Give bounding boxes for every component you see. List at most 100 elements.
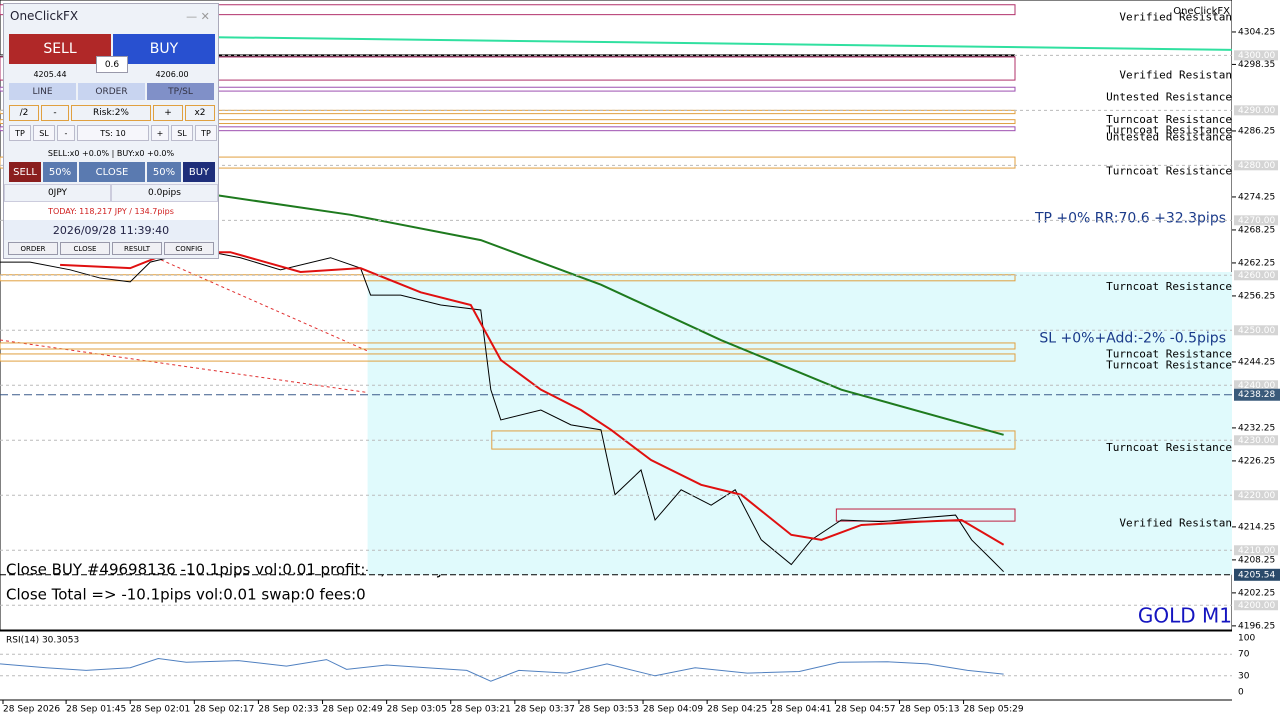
y-tick-label: 4244.25 [1238,357,1275,367]
tab[interactable]: ORDER [78,83,145,100]
level-tag-label: 4240.00 [1238,381,1275,391]
trade-line [0,339,491,411]
footer-button[interactable]: RESULT [112,242,162,255]
level-tag-label: 4210.00 [1238,546,1275,556]
buy-button[interactable]: BUY [113,34,215,64]
tab[interactable]: TP/SL [147,83,214,100]
footer-button[interactable]: ORDER [8,242,58,255]
close-button[interactable]: 50% [147,162,181,182]
stop-button[interactable]: TS: 10 [77,125,149,141]
rsi-tick-label: 0 [1238,688,1244,698]
y-tick-label: 4286.25 [1238,126,1275,136]
x-tick-label: 28 Sep 02:33 [258,705,318,715]
window-controls[interactable]: — ✕ [186,9,210,23]
sr-zone [0,4,1016,16]
level-tag-label: 4230.00 [1238,436,1275,446]
stop-button[interactable]: SL [33,125,55,141]
level-tag [1234,490,1278,501]
rsi-tick-label: 100 [1238,634,1255,644]
level-label: Turncoat Resistance [1106,280,1232,293]
level-label: Verified Resistan [1119,516,1232,529]
level-tag [1234,50,1278,61]
y-tick-label: 4304.25 [1238,27,1275,37]
x-tick-label: 28 Sep 03:53 [579,705,639,715]
close-button[interactable]: SELL [9,162,41,182]
close-button[interactable]: CLOSE [79,162,145,182]
price-tag [1234,388,1280,401]
x-tick-label: 28 Sep 03:37 [515,705,575,715]
price-line [60,251,1005,546]
level-tag-label: 4290.00 [1238,106,1275,116]
level-tag [1234,325,1278,336]
stop-button[interactable]: TP [195,125,217,141]
level-label: Turncoat Resistance [1106,358,1232,371]
y-tick-label: 4232.25 [1238,423,1275,433]
stop-button[interactable]: TP [9,125,31,141]
y-tick-label: 4196.25 [1238,621,1275,631]
trade-zone [367,272,1232,575]
sr-zone [0,119,1016,125]
pnl-jpy: 0JPY [4,184,111,202]
brand-label: OneClickFX [1173,6,1230,17]
price-axis [1232,0,1280,720]
lot-input[interactable]: 0.6 [96,56,128,73]
close-button[interactable]: BUY [183,162,215,182]
risk-button[interactable]: + [153,105,183,121]
rsi-line [0,658,1004,682]
close-button[interactable]: 50% [43,162,77,182]
trade-panel: OneClickFX — ✕ SELL BUY 0.6 4205.44 4206… [3,3,219,259]
ask: 4206.00 [155,69,189,79]
stop-button[interactable]: SL [171,125,193,141]
x-tick-label: 28 Sep 04:41 [771,705,831,715]
risk-button[interactable]: /2 [9,105,39,121]
today: TODAY: 118,217 JPY / 134.7pips [4,202,218,220]
level-label: Untested Resistance [1106,130,1232,143]
panel-title: OneClickFX [10,9,79,23]
rsi-tick-label: 70 [1238,650,1250,660]
x-tick-label: 28 Sep 05:29 [964,705,1024,715]
sr-zone [0,342,1016,350]
risk-button[interactable]: Risk:2% [71,105,151,121]
risk-button[interactable]: x2 [185,105,215,121]
level-tag [1234,600,1278,611]
x-tick-label: 28 Sep 05:13 [899,705,959,715]
x-tick-label: 28 Sep 02:17 [194,705,254,715]
level-label: Turncoat Resistance [1106,164,1232,177]
price-tag-label: 4238.28 [1238,390,1275,400]
price-tag-label: 4205.54 [1238,570,1275,580]
x-tick-label: 28 Sep 04:25 [707,705,767,715]
sr-zone [0,274,1016,282]
trade-label: TP +0% RR:70.6 +32.3pips [1034,211,1226,227]
stop-button[interactable]: + [151,125,169,141]
level-label: Turncoat Resistance [1106,347,1232,360]
level-tag-label: 4300.00 [1238,51,1275,61]
y-tick-label: 4268.25 [1238,225,1275,235]
footer-button[interactable]: CONFIG [164,242,214,255]
y-tick-label: 4274.25 [1238,192,1275,202]
rsi-label: RSI(14) 30.3053 [6,636,79,646]
sr-zone [0,86,1016,92]
x-tick-label: 28 Sep 02:49 [323,705,383,715]
x-tick-label: 28 Sep 01:45 [66,705,126,715]
rsi-tick-label: 30 [1238,671,1250,681]
level-tag-label: 4270.00 [1238,216,1275,226]
risk-button[interactable]: - [41,105,69,121]
datetime: 2026/09/28 11:39:40 [4,220,218,240]
level-tag [1234,380,1278,391]
symbol: GOLD M1 [1138,604,1232,628]
tab[interactable]: LINE [9,83,76,100]
footer-button[interactable]: CLOSE [60,242,110,255]
x-tick-label: 28 Sep 2026 [3,705,60,715]
x-tick-label: 28 Sep 03:05 [387,705,447,715]
level-tag-label: 4260.00 [1238,271,1275,281]
level-tag [1234,270,1278,281]
x-tick-label: 28 Sep 02:01 [130,705,190,715]
x-tick-label: 28 Sep 04:57 [835,705,895,715]
x-tick-label: 28 Sep 03:21 [451,705,511,715]
y-tick-label: 4262.25 [1238,258,1275,268]
sell-button[interactable]: SELL [9,34,111,64]
stop-button[interactable]: - [57,125,75,141]
level-tag [1234,435,1278,446]
level-tag [1234,545,1278,556]
